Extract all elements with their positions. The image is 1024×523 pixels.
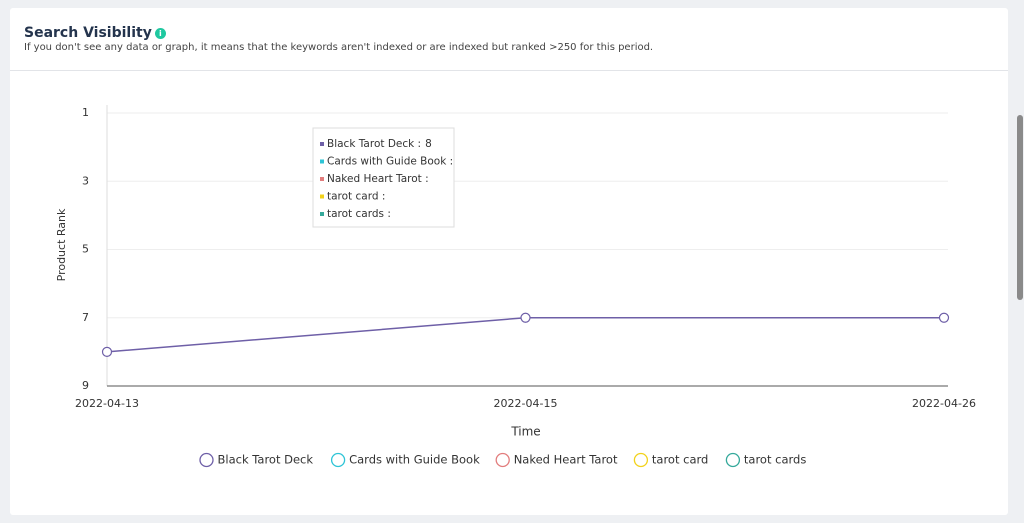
- tooltip-swatch: [320, 194, 324, 199]
- tooltip-swatch: [320, 159, 324, 164]
- tooltip-label: tarot cards :: [327, 208, 391, 220]
- legend-marker: [199, 452, 214, 468]
- legend-label[interactable]: Cards with Guide Book: [349, 453, 480, 467]
- tooltip-swatch: [320, 212, 324, 216]
- card: Search Visibility i If you don't see any …: [10, 8, 1008, 515]
- data-point: [520, 312, 531, 323]
- y-tick-label: 1: [82, 106, 89, 119]
- tooltip: [312, 127, 455, 228]
- tooltip-item: tarot card :: [327, 191, 385, 203]
- legend-label[interactable]: tarot cards: [744, 453, 806, 467]
- data-point: [101, 346, 113, 357]
- info-icon[interactable]: i: [154, 27, 166, 39]
- tooltip-swatch: [320, 142, 324, 146]
- legend-marker: [633, 452, 649, 468]
- tooltip-item: Black Tarot Deck : 8: [327, 138, 432, 150]
- series-line: [106, 317, 944, 353]
- tooltip-value: 8: [425, 138, 432, 150]
- tooltip-item: Cards with Guide Book :: [327, 156, 453, 168]
- y-tick-label: 5: [82, 243, 89, 256]
- scrollbar[interactable]: [1017, 115, 1023, 300]
- legend-marker: [495, 452, 510, 468]
- x-tick-label: 2022-04-15: [494, 397, 558, 410]
- legend-label[interactable]: tarot card: [652, 453, 708, 467]
- tooltip-label: Cards with Guide Book :: [327, 156, 453, 168]
- legend-label[interactable]: Naked Heart Tarot: [514, 453, 618, 467]
- tooltip-label: Naked Heart Tarot :: [327, 173, 429, 185]
- y-tick-label: 7: [82, 311, 89, 324]
- data-point: [938, 312, 950, 323]
- legend-marker: [725, 452, 741, 468]
- tooltip-label: Black Tarot Deck :: [327, 138, 421, 150]
- card-title: Search Visibility i: [24, 25, 166, 41]
- x-axis-label: Time: [510, 425, 540, 439]
- x-tick-label: 2022-04-26: [912, 397, 976, 410]
- subtitle: If you don't see any data or graph, it m…: [24, 42, 654, 53]
- tooltip-item: tarot cards :: [327, 208, 391, 220]
- y-tick-label: 3: [82, 174, 89, 187]
- y-axis-label: Product Rank: [55, 208, 68, 281]
- tooltip-swatch: [320, 177, 324, 181]
- tooltip-label: tarot card :: [327, 191, 385, 203]
- y-tick-label: 9: [82, 379, 89, 392]
- title-text: Search Visibility: [24, 25, 152, 41]
- tooltip-item: Naked Heart Tarot :: [327, 173, 429, 185]
- divider: [10, 70, 1008, 71]
- legend-label[interactable]: Black Tarot Deck: [218, 453, 314, 467]
- legend-marker: [330, 452, 346, 468]
- x-tick-label: 2022-04-13: [75, 397, 139, 410]
